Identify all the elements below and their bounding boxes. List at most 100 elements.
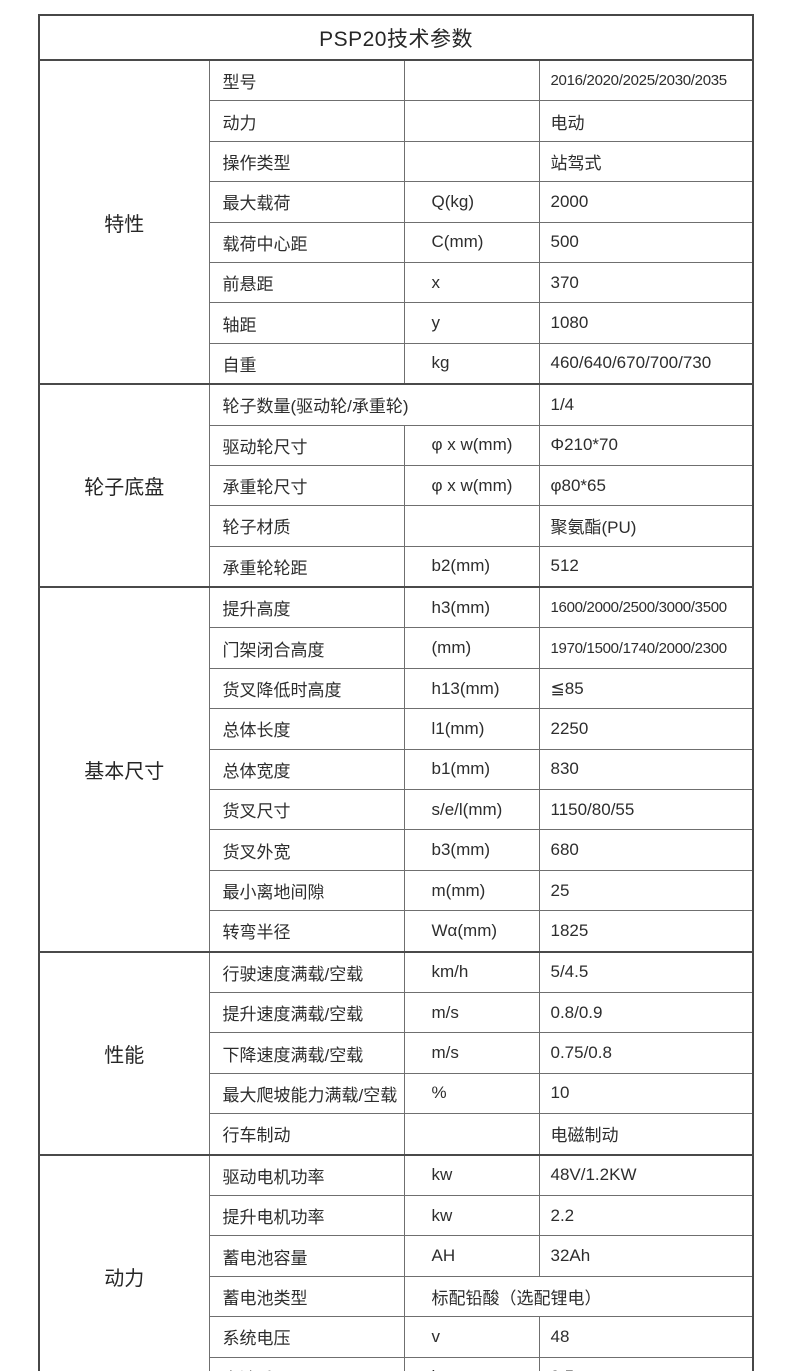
param-cell: 行驶速度满载/空载 xyxy=(208,950,405,993)
unit-cell: v xyxy=(403,1316,540,1358)
param-cell: 下降速度满载/空载 xyxy=(208,1032,405,1074)
value-cell: 2250 xyxy=(538,708,754,750)
unit-cell: 标配铅酸（选配锂电） xyxy=(403,1275,754,1318)
param-cell: 提升高度 xyxy=(208,586,405,629)
value-cell: φ80*65 xyxy=(538,464,754,507)
value-cell: Φ210*70 xyxy=(538,424,754,466)
param-cell: 自重 xyxy=(208,342,405,385)
param-cell: 操作类型 xyxy=(208,140,405,183)
table-row: 蓄电池类型 标配铅酸（选配锂电） xyxy=(39,1275,754,1318)
param-cell: 前悬距 xyxy=(208,261,405,304)
table-row: 前悬距 x 370 xyxy=(39,261,754,304)
unit-cell: Q(kg) xyxy=(403,181,540,223)
unit-cell: kw xyxy=(403,1194,540,1237)
value-cell: 1150/80/55 xyxy=(538,789,754,831)
unit-cell: kg xyxy=(403,342,540,385)
unit-cell: φ x w(mm) xyxy=(403,464,540,507)
param-cell: 行车制动 xyxy=(208,1113,405,1156)
table-row: 性能 行驶速度满载/空载 km/h 5/4.5 xyxy=(38,950,754,1156)
unit-cell: m/s xyxy=(403,1032,540,1074)
category-cell: 轮子底盘 xyxy=(38,383,210,588)
table-row: 货叉尺寸 s/e/l(mm) 1150/80/55 xyxy=(39,789,754,831)
param-cell: 型号 xyxy=(208,59,405,102)
param-cell: 载荷中心距 xyxy=(208,221,405,263)
param-cell: 轴距 xyxy=(208,302,405,344)
table-row: 最大爬坡能力满载/空载% 10 xyxy=(39,1072,754,1115)
unit-cell: % xyxy=(403,1072,540,1115)
table-row: 轮子材质 聚氨酯(PU) xyxy=(39,505,754,547)
param-cell: 最大载荷 xyxy=(208,181,405,223)
table-row: 货叉降低时高度 h13(mm) ≦85 xyxy=(39,667,754,710)
unit-cell: l1(mm) xyxy=(403,708,540,750)
unit-cell: AH xyxy=(403,1235,540,1277)
unit-cell: x xyxy=(403,261,540,304)
unit-cell: C(mm) xyxy=(403,221,540,263)
value-cell: 站驾式 xyxy=(538,140,754,183)
category-cell: 基本尺寸 xyxy=(38,586,210,953)
table-row: 最小离地间隙 m(mm) 25 xyxy=(39,869,754,912)
unit-cell: m/s xyxy=(403,991,540,1034)
param-cell: 门架闭合高度 xyxy=(208,627,405,669)
unit-cell xyxy=(403,59,540,102)
param-cell: 总体宽度 xyxy=(208,748,405,791)
unit-cell xyxy=(403,1113,540,1156)
unit-cell: kg xyxy=(403,1356,540,1371)
category-cell: 特性 xyxy=(38,58,210,385)
unit-cell: kw xyxy=(403,1153,540,1196)
table-row: 动力 驱动电机功率 kw 48V/1.2KW xyxy=(38,1153,754,1371)
value-cell: 680 xyxy=(538,829,754,871)
param-cell: 提升电机功率 xyxy=(208,1194,405,1237)
unit-cell: (mm) xyxy=(403,627,540,669)
table-row: 提升电机功率 kw 2.2 xyxy=(39,1194,754,1237)
param-cell: 货叉尺寸 xyxy=(208,789,405,831)
table-row: 提升速度满载/空载 m/s 0.8/0.9 xyxy=(39,991,754,1034)
table-row: 最大载荷 Q(kg) 2000 xyxy=(39,181,754,223)
table-row: 自重 kg 460/640/670/700/730 xyxy=(39,342,754,385)
param-cell: 货叉降低时高度 xyxy=(208,667,405,710)
table-row: 电池重量kg9.5 xyxy=(39,1356,754,1371)
unit-cell: h13(mm) xyxy=(403,667,540,710)
value-cell: 500 xyxy=(538,221,754,263)
param-cell: 电池重量 xyxy=(208,1356,405,1371)
value-cell: 2000 xyxy=(538,181,754,223)
param-cell: 总体长度 xyxy=(208,708,405,750)
value-cell: 5/4.5 xyxy=(538,950,754,993)
unit-cell: b1(mm) xyxy=(403,748,540,791)
param-cell: 轮子材质 xyxy=(208,505,405,547)
value-cell: 0.8/0.9 xyxy=(538,991,754,1034)
param-cell: 驱动轮尺寸 xyxy=(208,424,405,466)
table-row: 基本尺寸 提升高度 h3(mm) 1600/2000/2500/3000/3500 xyxy=(38,586,754,953)
value-cell: 1600/2000/2500/3000/3500 xyxy=(538,586,754,629)
value-cell: 460/640/670/700/730 xyxy=(538,342,754,385)
value-cell: 10 xyxy=(538,1072,754,1115)
param-cell: 蓄电池容量 xyxy=(208,1235,405,1277)
table-row: 承重轮轮距 b2(mm) 512 xyxy=(39,545,754,588)
table-row: 货叉外宽 b3(mm) 680 xyxy=(39,829,754,871)
table-row: 系统电压 v 48 xyxy=(39,1316,754,1358)
value-cell: 9.5 xyxy=(538,1356,754,1371)
param-cell: 轮子数量(驱动轮/承重轮) xyxy=(208,383,540,426)
value-cell: 370 xyxy=(538,261,754,304)
table-row: 操作类型 站驾式 xyxy=(39,140,754,183)
param-cell: 最小离地间隙 xyxy=(208,869,405,912)
category-cell: 动力 xyxy=(38,1153,210,1371)
param-cell: 最大爬坡能力满载/空载 xyxy=(208,1072,405,1115)
unit-cell xyxy=(403,505,540,547)
unit-cell: b2(mm) xyxy=(403,545,540,588)
value-cell: 2016/2020/2025/2030/2035 xyxy=(538,59,754,102)
param-cell: 提升速度满载/空载 xyxy=(208,991,405,1034)
param-cell: 承重轮尺寸 xyxy=(208,464,405,507)
table-row: 总体长度 l1(mm) 2250 xyxy=(39,708,754,750)
value-cell: 32Ah xyxy=(538,1235,754,1277)
unit-cell xyxy=(403,100,540,142)
value-cell: 电磁制动 xyxy=(538,1113,754,1156)
category-cell: 性能 xyxy=(38,950,210,1156)
value-cell: 1825 xyxy=(538,910,754,953)
table-row: 蓄电池容量 AH 32Ah xyxy=(39,1235,754,1277)
value-cell: 48V/1.2KW xyxy=(538,1153,754,1196)
param-cell: 动力 xyxy=(208,100,405,142)
table-row: 门架闭合高度 (mm) 1970/1500/1740/2000/2300 xyxy=(39,627,754,669)
value-cell: 48 xyxy=(538,1316,754,1358)
unit-cell: h3(mm) xyxy=(403,586,540,629)
